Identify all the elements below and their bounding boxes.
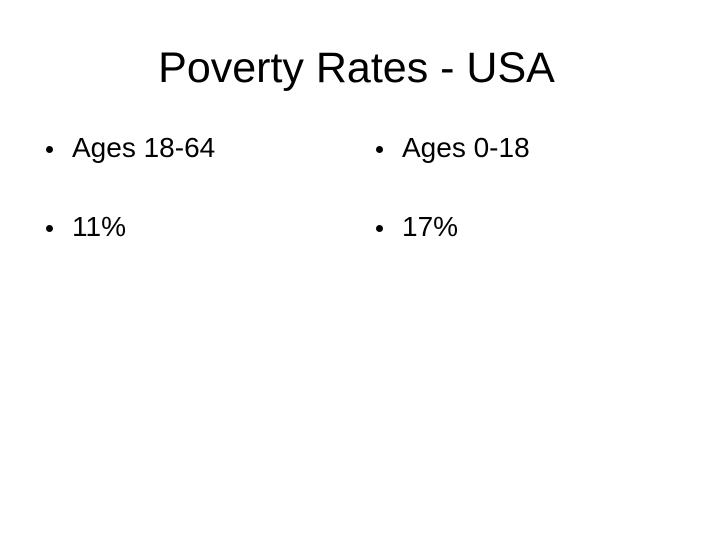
bullet-label: Ages 18-64 [72,132,216,163]
bullet-icon [376,225,383,232]
slide-title: Poverty Rates - USA [158,44,555,92]
bullet-label: 17% [402,211,459,242]
bullet-item: 17% [376,213,458,241]
bullet-label: Ages 0-18 [402,132,530,163]
bullet-icon [376,146,383,153]
bullet-item: Ages 18-64 [46,134,215,162]
bullet-item: 11% [46,213,126,241]
bullet-item: Ages 0-18 [376,134,530,162]
bullet-icon [46,146,53,153]
bullet-icon [46,225,53,232]
bullet-label: 11% [72,211,126,242]
